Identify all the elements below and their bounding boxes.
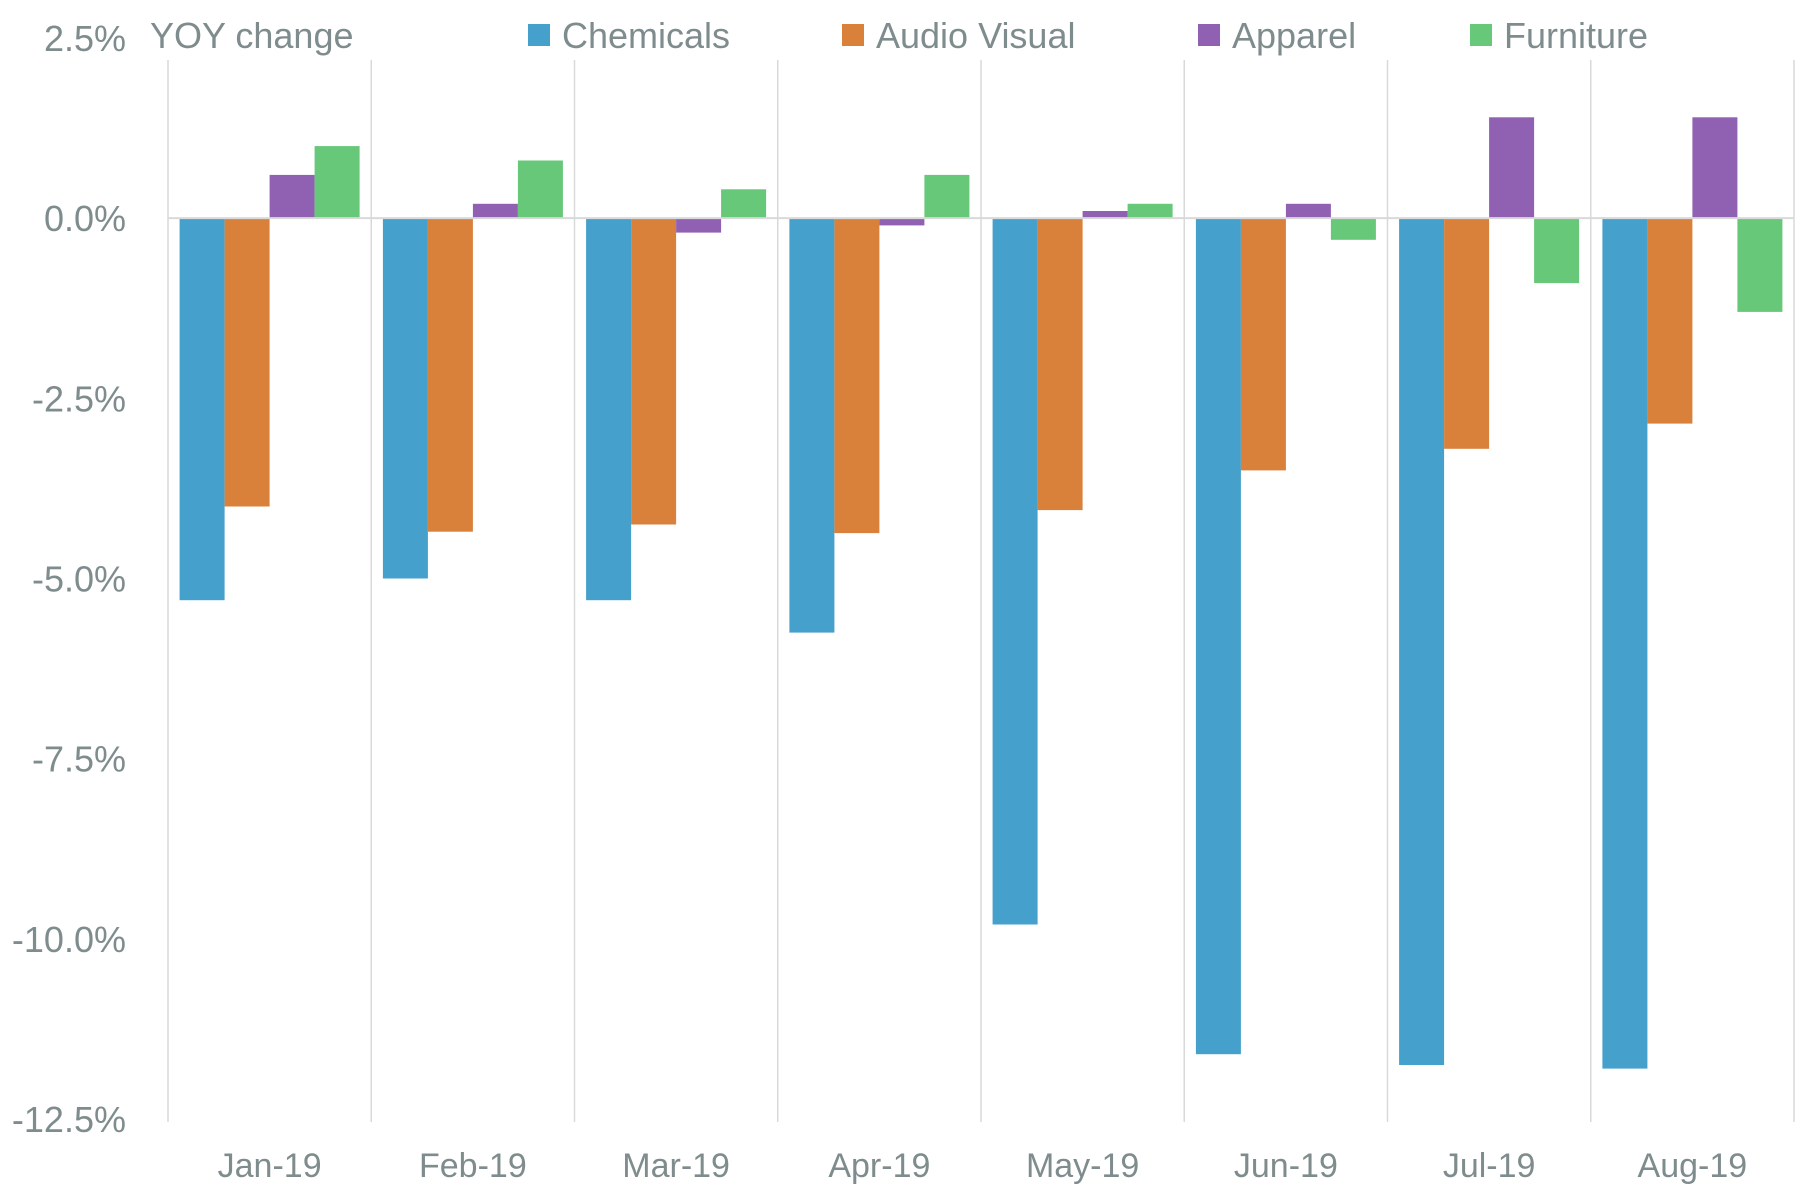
bars-layer bbox=[179, 117, 1783, 1069]
bar-audio-visual-jun-19 bbox=[1240, 218, 1286, 471]
bar-chemicals-may-19 bbox=[992, 218, 1038, 925]
x-tick-label: Jun-19 bbox=[1234, 1147, 1338, 1185]
y-tick-label: -5.0% bbox=[32, 559, 126, 600]
x-tick-label: Aug-19 bbox=[1638, 1147, 1748, 1185]
bar-apparel-may-19 bbox=[1082, 211, 1128, 219]
bar-furniture-feb-19 bbox=[517, 160, 563, 219]
bar-apparel-aug-19 bbox=[1692, 117, 1738, 219]
axis-layer: YOY change 2.5% 0.0% -2.5% -5.0% -7.5% -10.0%… bbox=[12, 15, 1794, 1185]
y-tick-label: -12.5% bbox=[12, 1099, 126, 1140]
bar-audio-visual-jan-19 bbox=[224, 218, 270, 507]
x-tick-label: May-19 bbox=[1026, 1147, 1139, 1185]
legend-swatch bbox=[842, 24, 864, 46]
bar-chemicals-mar-19 bbox=[586, 218, 632, 601]
bar-chemicals-jul-19 bbox=[1399, 218, 1445, 1065]
x-tick-label: Apr-19 bbox=[828, 1147, 930, 1185]
bar-apparel-jun-19 bbox=[1285, 203, 1331, 219]
bar-furniture-jul-19 bbox=[1534, 218, 1580, 284]
bar-audio-visual-feb-19 bbox=[427, 218, 473, 532]
legend-label: Apparel bbox=[1232, 15, 1356, 56]
legend: Chemicals Audio Visual Apparel Furniture bbox=[528, 15, 1648, 56]
x-tick-label: Jan-19 bbox=[218, 1147, 322, 1185]
bar-apparel-feb-19 bbox=[472, 203, 518, 219]
legend-label: Audio Visual bbox=[876, 15, 1075, 56]
y-tick-label: -10.0% bbox=[12, 919, 126, 960]
legend-swatch bbox=[1198, 24, 1220, 46]
y-tick-label: 0.0% bbox=[44, 198, 126, 239]
bar-audio-visual-may-19 bbox=[1037, 218, 1083, 511]
y-tick-label: -2.5% bbox=[32, 378, 126, 419]
legend-label: Chemicals bbox=[562, 15, 730, 56]
bar-audio-visual-jul-19 bbox=[1444, 218, 1490, 449]
y-unit-label: YOY change bbox=[150, 15, 353, 56]
bar-furniture-may-19 bbox=[1127, 203, 1173, 219]
y-tick-label: -7.5% bbox=[32, 739, 126, 780]
grid-layer bbox=[167, 60, 1795, 1122]
bar-audio-visual-aug-19 bbox=[1647, 218, 1693, 424]
bar-audio-visual-mar-19 bbox=[631, 218, 677, 525]
bar-furniture-apr-19 bbox=[924, 174, 970, 219]
bar-apparel-mar-19 bbox=[676, 218, 722, 233]
bar-chemicals-apr-19 bbox=[789, 218, 835, 633]
legend-label: Furniture bbox=[1504, 15, 1648, 56]
legend-item-apparel: Apparel bbox=[1198, 15, 1356, 56]
y-tick-label: 2.5% bbox=[44, 18, 126, 59]
legend-item-audio-visual: Audio Visual bbox=[842, 15, 1075, 56]
bar-furniture-jun-19 bbox=[1330, 218, 1376, 240]
bar-audio-visual-apr-19 bbox=[834, 218, 880, 534]
bar-furniture-jan-19 bbox=[314, 146, 360, 219]
bar-apparel-apr-19 bbox=[879, 218, 925, 226]
bar-apparel-jan-19 bbox=[269, 174, 315, 219]
legend-item-furniture: Furniture bbox=[1470, 15, 1648, 56]
legend-item-chemicals: Chemicals bbox=[528, 15, 730, 56]
bar-chemicals-jan-19 bbox=[179, 218, 225, 601]
bar-furniture-aug-19 bbox=[1737, 218, 1783, 312]
bar-apparel-jul-19 bbox=[1489, 117, 1535, 219]
bar-chemicals-jun-19 bbox=[1195, 218, 1241, 1055]
bar-furniture-mar-19 bbox=[721, 189, 767, 219]
legend-swatch bbox=[1470, 24, 1492, 46]
x-tick-label: Feb-19 bbox=[419, 1147, 527, 1185]
bar-chemicals-feb-19 bbox=[382, 218, 428, 579]
legend-swatch bbox=[528, 24, 550, 46]
x-tick-label: Jul-19 bbox=[1443, 1147, 1536, 1185]
bar-chemicals-aug-19 bbox=[1602, 218, 1648, 1069]
x-tick-label: Mar-19 bbox=[622, 1147, 730, 1185]
